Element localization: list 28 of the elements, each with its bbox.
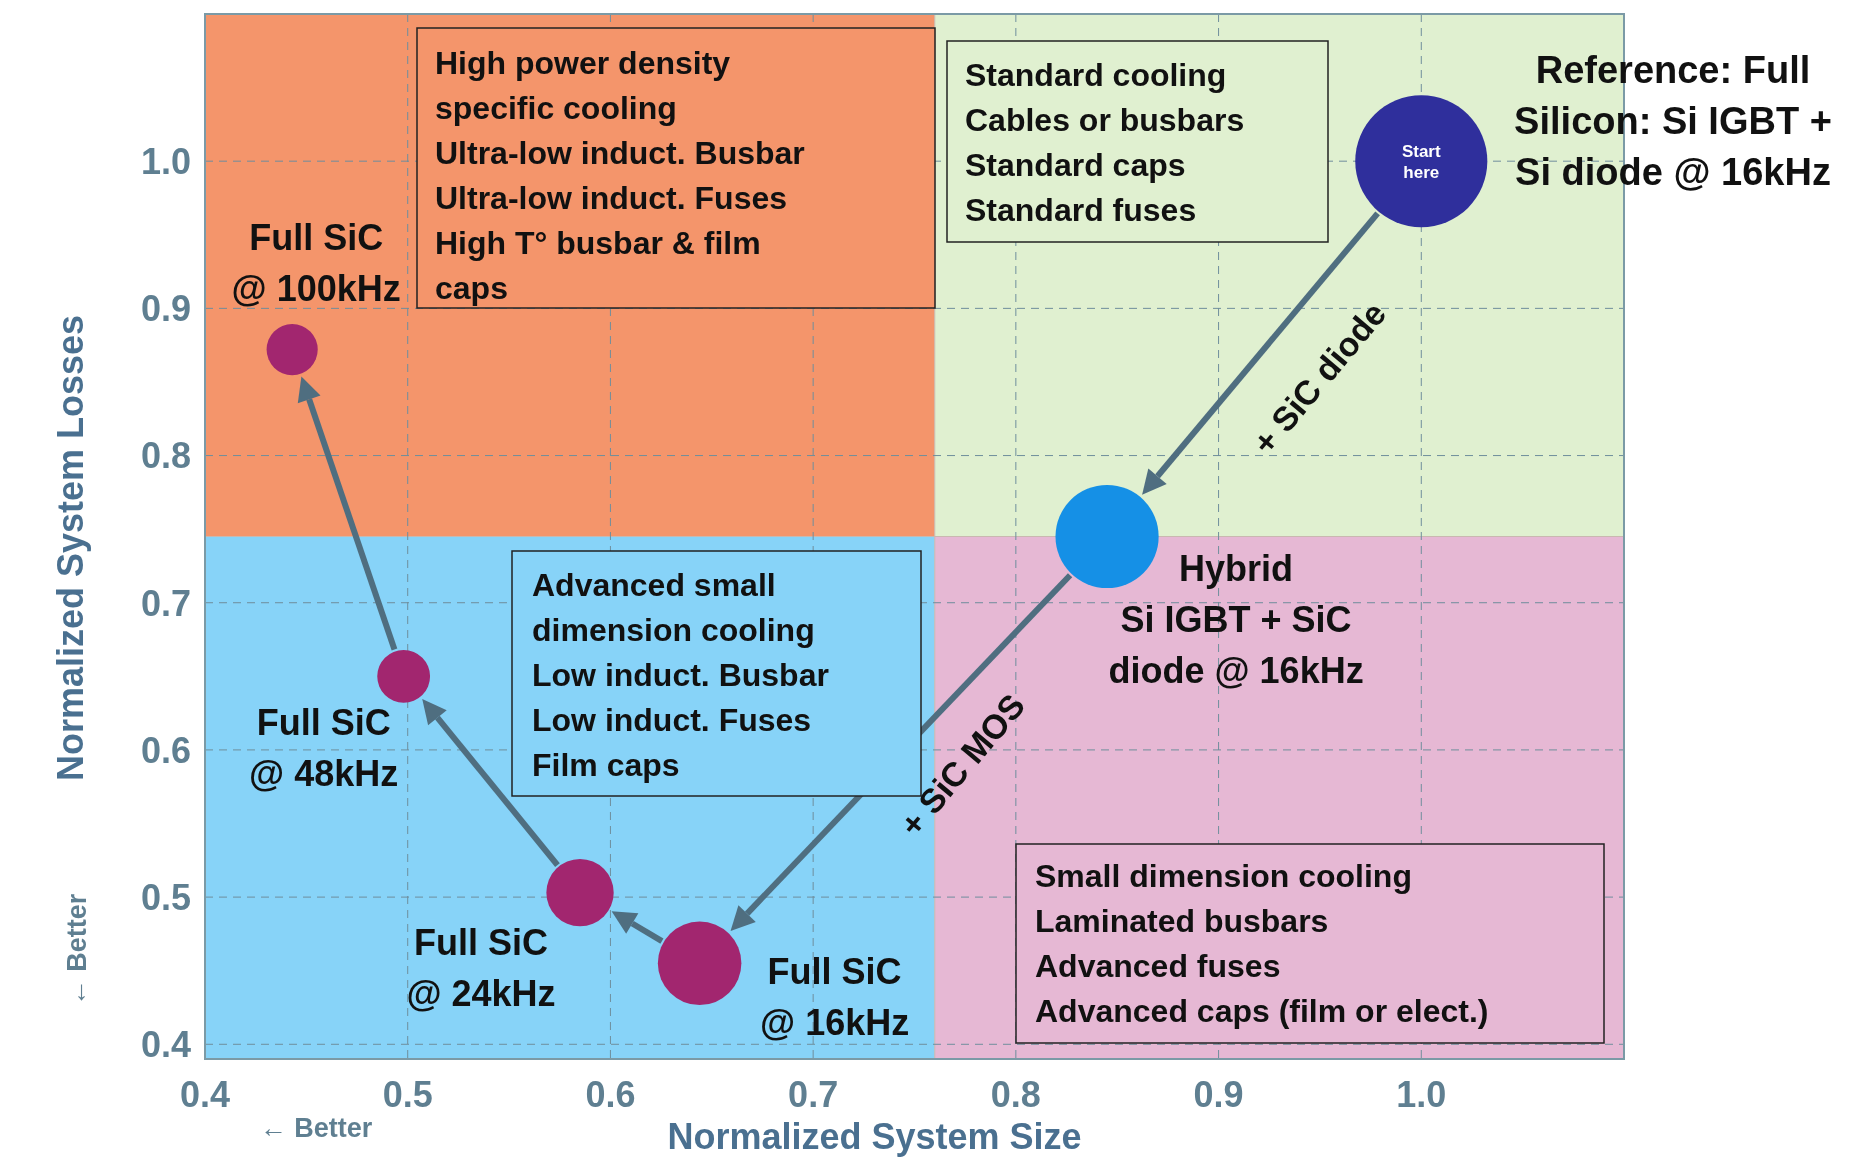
annotation: Small dimension cooling Laminated busbars Advanced fuses Advanced caps (film or elect.) xyxy=(1035,858,1489,1029)
x-tick-label: 0.6 xyxy=(585,1073,636,1115)
text: ← Better xyxy=(259,1113,373,1143)
series-label: Hybrid Si IGBT + SiC diode @ 16kHz xyxy=(1108,547,1364,690)
series-label: Start here xyxy=(1401,141,1441,182)
y-tick-label: 0.6 xyxy=(140,729,191,771)
x-tick-label: 1.0 xyxy=(1396,1073,1447,1115)
y-tick-label: 0.8 xyxy=(140,435,191,477)
x-tick-label: 0.9 xyxy=(1193,1073,1244,1115)
text: ← Better xyxy=(62,893,92,1007)
x-tick-label: 0.7 xyxy=(788,1073,839,1115)
x-tick-label: 0.5 xyxy=(382,1073,433,1115)
y-axis-title: Normalized System Losses xyxy=(49,314,91,782)
y-tick-label: 0.9 xyxy=(140,288,191,330)
series-label: Full SiC @ 24kHz xyxy=(406,921,556,1014)
series-label: Full SiC @ 100kHz xyxy=(231,216,401,309)
annotation: High power density specific cooling Ultra-low induct. Busbar Ultra-low induct. Fuses High T° busbar & film caps xyxy=(435,45,805,306)
y-tick-label: 0.4 xyxy=(140,1024,191,1066)
annotation: Advanced small dimension cooling Low induct. Busbar Low induct. Fuses Film caps xyxy=(532,567,829,783)
y-tick-label: 0.5 xyxy=(140,876,191,918)
x-tick-label: 0.8 xyxy=(990,1073,1041,1115)
y-tick-label: 0.7 xyxy=(140,582,191,624)
x-tick-label: 0.4 xyxy=(179,1073,231,1115)
x-axis-title: Normalized System Size xyxy=(667,1115,1082,1157)
y-tick-label: 1.0 xyxy=(140,140,191,182)
series-label: Full SiC @ 16kHz xyxy=(760,950,910,1043)
annotation: Standard cooling Cables or busbars Standard caps Standard fuses xyxy=(965,57,1245,228)
series-label: Full SiC @ 48kHz xyxy=(249,701,399,794)
